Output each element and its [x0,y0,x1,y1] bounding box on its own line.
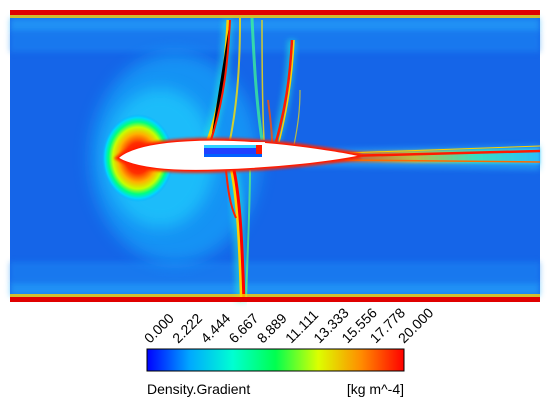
bottom-wall [10,297,540,302]
lower-shock-system [225,168,251,303]
top-wall [10,10,540,15]
legend-colorbar [146,348,405,372]
legend-units-label: [kg m^-4] [347,381,404,397]
legend-tick-label: 8.889 [254,310,290,346]
legend-tick-label: 4.444 [197,310,233,346]
legend-tick-label: 6.667 [225,310,261,346]
legend-variable-label: Density.Gradient [147,381,250,397]
upper-shock-system [203,17,301,146]
legend-tick-label: 0.000 [141,310,177,346]
legend-tick-label: 2.222 [169,310,205,346]
density-gradient-contour-plot [10,10,541,303]
airfoil-cavity [204,142,265,157]
legend-tick-labels: 0.0002.2224.4446.6678.88911.11113.33315.… [141,304,437,346]
